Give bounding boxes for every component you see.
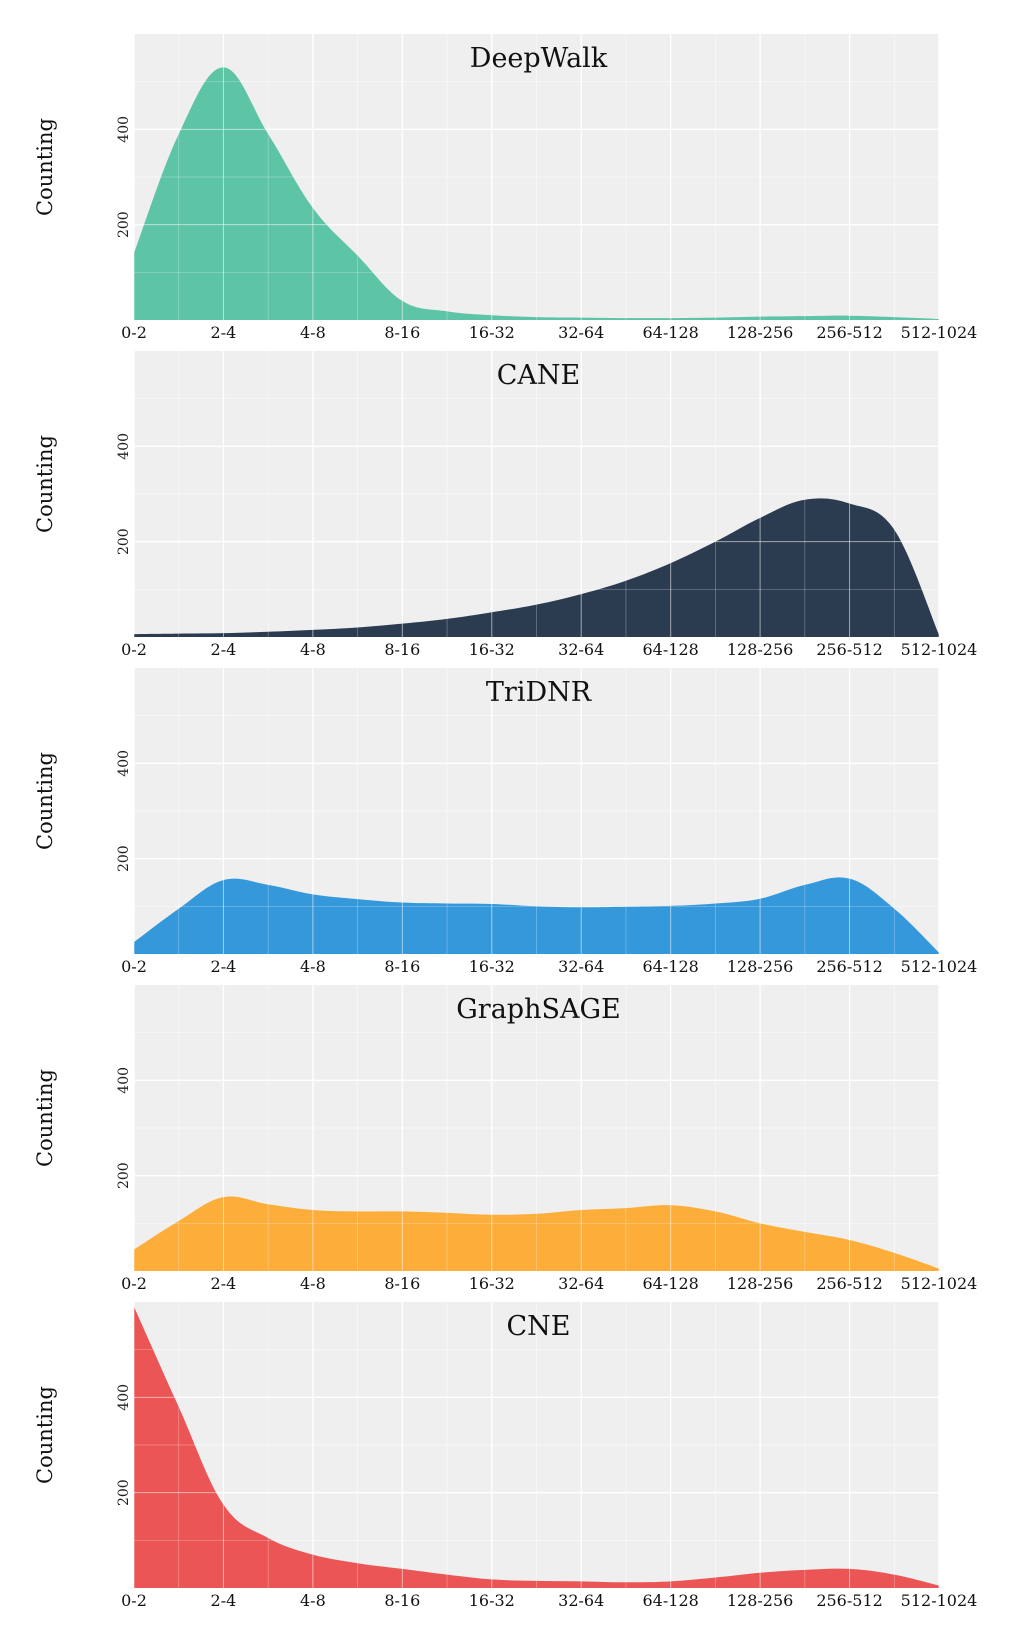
y-axis-label: Counting	[33, 118, 57, 216]
chart-panel-cane: CANE Counting 200 400 0-2 2-4 4-8 8-16 16-32 32-6…	[33, 351, 977, 659]
x-tick-label: 512-1024	[901, 323, 978, 342]
x-tick-label: 32-64	[558, 1591, 604, 1610]
x-tick-label: 256-512	[816, 957, 882, 976]
y-axis-label: Counting	[33, 1386, 57, 1484]
y-tick-label: 200	[116, 528, 132, 555]
x-tick-label: 16-32	[469, 323, 515, 342]
x-tick-label: 256-512	[816, 1274, 882, 1293]
chart-title: TriDNR	[486, 677, 592, 708]
chart-title: GraphSAGE	[456, 994, 621, 1025]
x-tick-label: 2-4	[211, 1591, 237, 1610]
x-tick-label: 4-8	[300, 1591, 326, 1610]
x-tick-label: 32-64	[558, 1274, 604, 1293]
x-tick-label: 128-256	[727, 957, 793, 976]
chart-panel-tridnr: TriDNR Counting 200 400 0-2 2-4 4-8 8-16 16-32 32…	[33, 668, 977, 976]
x-tick-label: 32-64	[558, 640, 604, 659]
y-tick-label: 200	[116, 1162, 132, 1189]
x-tick-label: 0-2	[121, 640, 147, 659]
y-tick-label: 400	[116, 1384, 132, 1411]
x-tick-label: 64-128	[643, 957, 699, 976]
x-tick-label: 8-16	[384, 1274, 420, 1293]
chart-title: DeepWalk	[470, 43, 608, 74]
x-tick-label: 256-512	[816, 1591, 882, 1610]
y-tick-label: 400	[116, 116, 132, 143]
chart-title: CNE	[507, 1311, 571, 1342]
y-axis-label: Counting	[33, 1069, 57, 1167]
x-tick-label: 32-64	[558, 323, 604, 342]
chart-panel-deepwalk: DeepWalk Counting 200 400 0-2 2-4 4-8 8-16 16-32…	[33, 34, 977, 342]
x-tick-label: 32-64	[558, 957, 604, 976]
y-tick-label: 400	[116, 433, 132, 460]
x-tick-label: 16-32	[469, 1591, 515, 1610]
y-tick-label: 200	[116, 1479, 132, 1506]
x-tick-label: 4-8	[300, 957, 326, 976]
y-axis-label: Counting	[33, 435, 57, 533]
x-tick-label: 128-256	[727, 1591, 793, 1610]
x-tick-label: 64-128	[643, 323, 699, 342]
x-tick-label: 256-512	[816, 323, 882, 342]
y-tick-label: 200	[116, 211, 132, 238]
x-tick-label: 4-8	[300, 640, 326, 659]
x-tick-label: 128-256	[727, 323, 793, 342]
x-tick-label: 16-32	[469, 640, 515, 659]
series-area-tridnr	[134, 877, 939, 954]
x-tick-label: 128-256	[727, 1274, 793, 1293]
x-tick-label: 2-4	[211, 640, 237, 659]
x-tick-label: 2-4	[211, 323, 237, 342]
y-axis-label: Counting	[33, 752, 57, 850]
x-tick-label: 8-16	[384, 957, 420, 976]
series-area-cne	[134, 1306, 939, 1588]
series-area-graphsage	[134, 1196, 939, 1271]
chart-panel-cne: CNE Counting 200 400 0-2 2-4 4-8 8-16 16-32 32-64…	[33, 1302, 977, 1610]
x-tick-label: 0-2	[121, 957, 147, 976]
y-tick-label: 400	[116, 750, 132, 777]
x-tick-label: 8-16	[384, 640, 420, 659]
x-tick-label: 2-4	[211, 1274, 237, 1293]
x-tick-label: 8-16	[384, 323, 420, 342]
x-tick-label: 0-2	[121, 323, 147, 342]
x-tick-label: 4-8	[300, 323, 326, 342]
x-tick-label: 128-256	[727, 640, 793, 659]
x-tick-label: 16-32	[469, 957, 515, 976]
x-tick-label: 8-16	[384, 1591, 420, 1610]
x-tick-label: 512-1024	[901, 957, 978, 976]
x-tick-label: 64-128	[643, 1591, 699, 1610]
x-tick-label: 512-1024	[901, 640, 978, 659]
x-tick-label: 16-32	[469, 1274, 515, 1293]
x-tick-label: 2-4	[211, 957, 237, 976]
y-tick-label: 400	[116, 1067, 132, 1094]
x-tick-label: 64-128	[643, 640, 699, 659]
x-tick-label: 512-1024	[901, 1274, 978, 1293]
x-tick-label: 512-1024	[901, 1591, 978, 1610]
y-tick-label: 200	[116, 845, 132, 872]
x-tick-label: 0-2	[121, 1591, 147, 1610]
chart-title: CANE	[497, 360, 581, 391]
x-tick-label: 64-128	[643, 1274, 699, 1293]
series-area-cane	[134, 498, 939, 637]
series-area-deepwalk	[134, 67, 939, 320]
x-tick-label: 4-8	[300, 1274, 326, 1293]
x-tick-label: 256-512	[816, 640, 882, 659]
x-tick-label: 0-2	[121, 1274, 147, 1293]
chart-panel-graphsage: GraphSAGE Counting 200 400 0-2 2-4 4-8 8-16 16-3…	[33, 985, 977, 1293]
